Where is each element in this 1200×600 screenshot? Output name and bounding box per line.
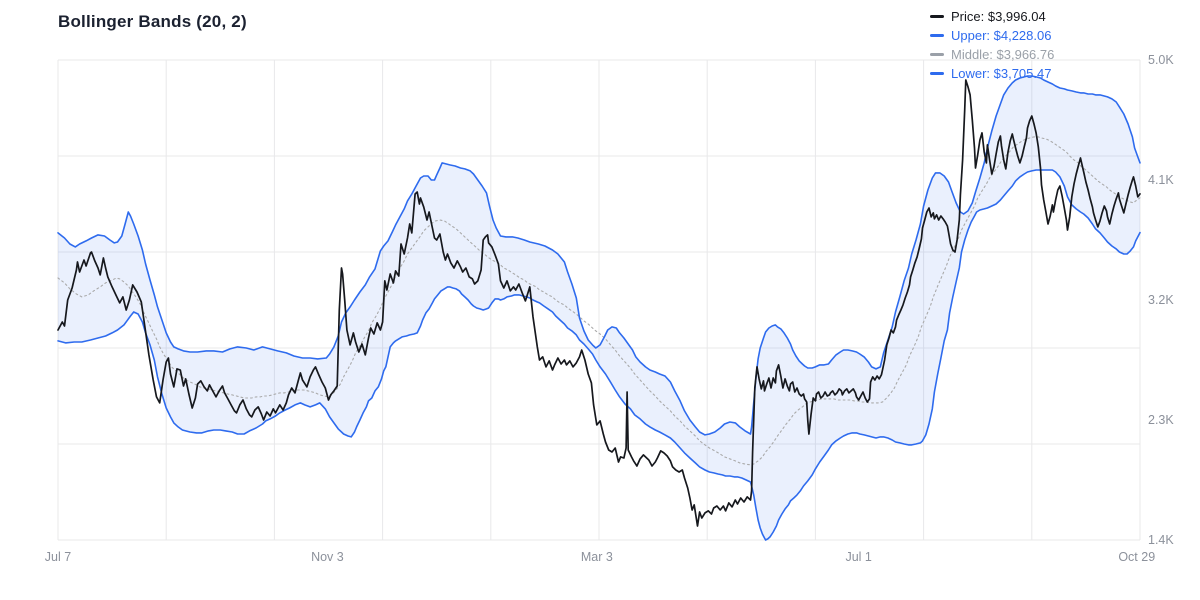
x-tick-label: Mar 3 (580, 550, 613, 564)
y-tick-label: 1.4K (1148, 533, 1174, 547)
price-line-swatch-icon (930, 15, 944, 18)
bollinger-band-fill (58, 76, 1140, 540)
legend: Price: $3,996.04 Upper: $4,228.06 Middle… (930, 7, 1054, 83)
y-tick-label: 4.1K (1148, 173, 1174, 187)
legend-label-middle: Middle: $3,966.76 (951, 47, 1055, 62)
middle-line (57, 136, 1141, 466)
x-tick-label: Oct 29 (1118, 550, 1156, 564)
y-tick-label: 5.0K (1148, 53, 1174, 67)
x-tick-label: Jul 7 (44, 550, 72, 564)
y-tick-label: 3.2K (1148, 293, 1174, 307)
legend-item-lower: Lower: $3,705.47 (930, 64, 1054, 83)
upper-band-swatch-icon (930, 34, 944, 37)
chart-title: Bollinger Bands (20, 2) (58, 12, 247, 31)
upper-line (57, 75, 1141, 436)
lower-line (57, 169, 1141, 541)
y-tick-label: 2.3K (1148, 413, 1174, 427)
legend-label-upper: Upper: $4,228.06 (951, 28, 1052, 43)
middle-band-swatch-icon (930, 53, 944, 56)
x-tick-label: Jul 1 (845, 550, 872, 564)
legend-item-middle: Middle: $3,966.76 (930, 45, 1054, 64)
lower-band-swatch-icon (930, 72, 944, 75)
legend-label-lower: Lower: $3,705.47 (951, 66, 1052, 81)
legend-item-price: Price: $3,996.04 (930, 7, 1054, 26)
x-tick-label: Nov 3 (311, 550, 344, 564)
price-line (57, 79, 1141, 527)
legend-label-price: Price: $3,996.04 (951, 9, 1046, 24)
legend-item-upper: Upper: $4,228.06 (930, 26, 1054, 45)
